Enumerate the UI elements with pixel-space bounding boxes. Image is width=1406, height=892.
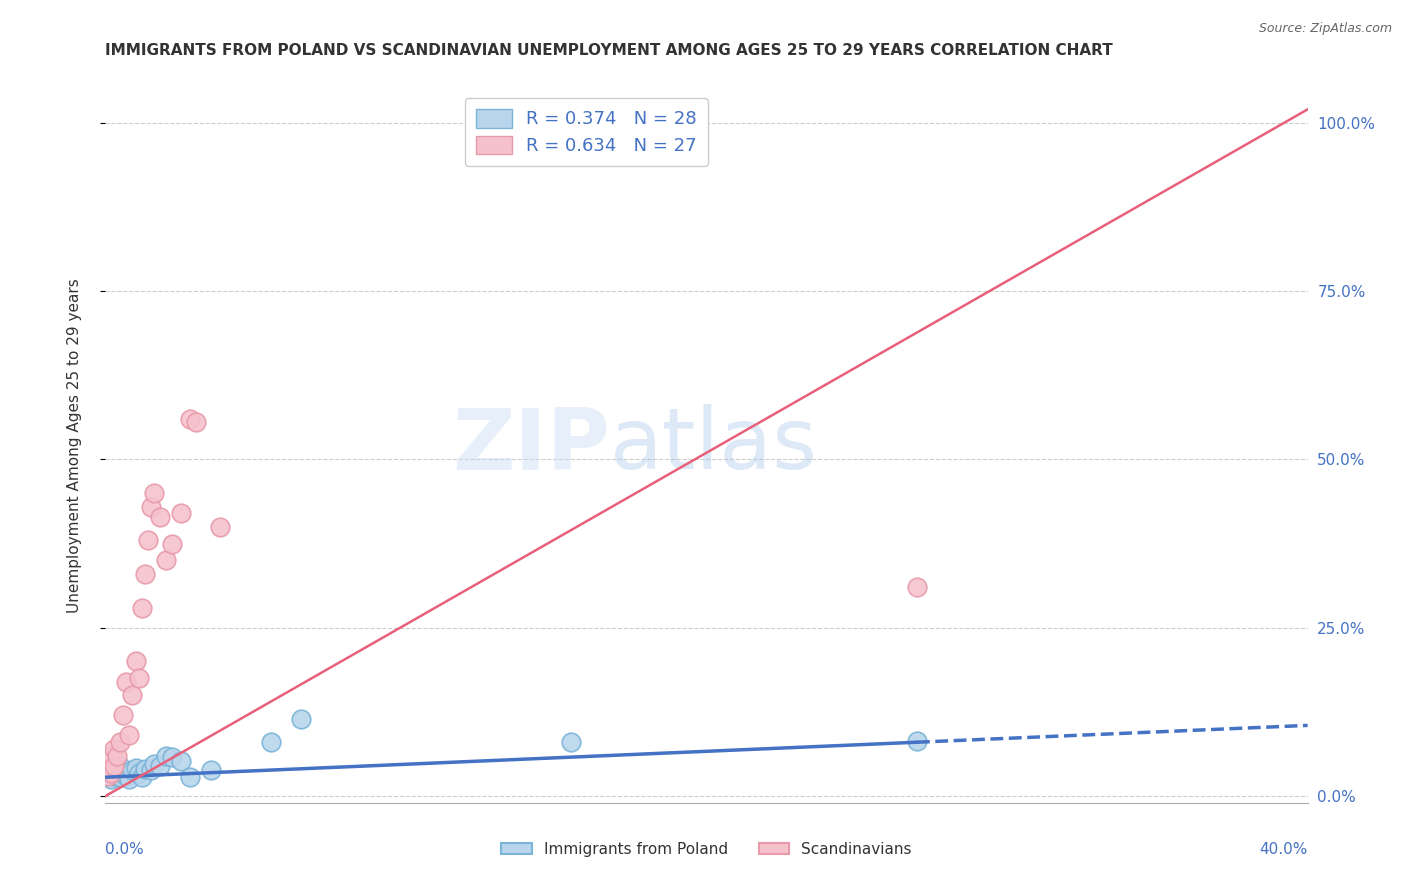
Point [115, 769, 138, 783]
Point [134, 762, 156, 776]
Point [124, 655, 146, 669]
Point [110, 770, 132, 784]
Point [128, 765, 150, 780]
Point [103, 758, 125, 772]
Point [169, 506, 191, 520]
Y-axis label: Unemployment Among Ages 25 to 29 years: Unemployment Among Ages 25 to 29 years [67, 278, 82, 614]
Point [905, 580, 928, 594]
Point [100, 772, 122, 787]
Point [136, 533, 159, 548]
Point [131, 600, 153, 615]
Point [200, 764, 222, 778]
Text: IMMIGRANTS FROM POLAND VS SCANDINAVIAN UNEMPLOYMENT AMONG AGES 25 TO 29 YEARS CO: IMMIGRANTS FROM POLAND VS SCANDINAVIAN U… [105, 43, 1114, 58]
Point [107, 748, 129, 763]
Point [142, 486, 165, 500]
Point [179, 770, 201, 784]
Point [107, 767, 129, 781]
Text: atlas: atlas [610, 404, 818, 488]
Point [103, 769, 125, 783]
Point [103, 764, 125, 778]
Text: 0.0%: 0.0% [105, 842, 145, 857]
Point [124, 761, 146, 775]
Point [118, 772, 141, 787]
Legend: R = 0.374   N = 28, R = 0.634   N = 27: R = 0.374 N = 28, R = 0.634 N = 27 [465, 98, 707, 166]
Point [128, 671, 150, 685]
Point [155, 748, 177, 763]
Text: ZIP: ZIP [453, 404, 610, 488]
Point [139, 764, 162, 778]
Point [160, 536, 183, 550]
Point [131, 770, 153, 784]
Point [112, 765, 135, 780]
Point [148, 509, 170, 524]
Text: Source: ZipAtlas.com: Source: ZipAtlas.com [1258, 22, 1392, 36]
Point [134, 566, 156, 581]
Point [142, 756, 165, 771]
Point [560, 735, 582, 749]
Point [121, 764, 143, 778]
Point [112, 708, 135, 723]
Point [169, 754, 191, 768]
Point [115, 674, 138, 689]
Point [260, 735, 283, 749]
Point [97, 762, 120, 776]
Point [139, 500, 162, 514]
Point [155, 553, 177, 567]
Point [905, 734, 928, 748]
Point [100, 765, 122, 780]
Point [118, 729, 141, 743]
Point [290, 712, 312, 726]
Point [110, 758, 132, 772]
Point [160, 750, 183, 764]
Point [184, 416, 207, 430]
Text: 40.0%: 40.0% [1260, 842, 1308, 857]
Point [121, 688, 143, 702]
Point [97, 769, 120, 783]
Point [97, 769, 120, 783]
Point [100, 762, 122, 776]
Point [100, 748, 122, 763]
Point [179, 412, 201, 426]
Point [208, 520, 231, 534]
Point [103, 742, 125, 756]
Point [148, 758, 170, 772]
Point [110, 735, 132, 749]
